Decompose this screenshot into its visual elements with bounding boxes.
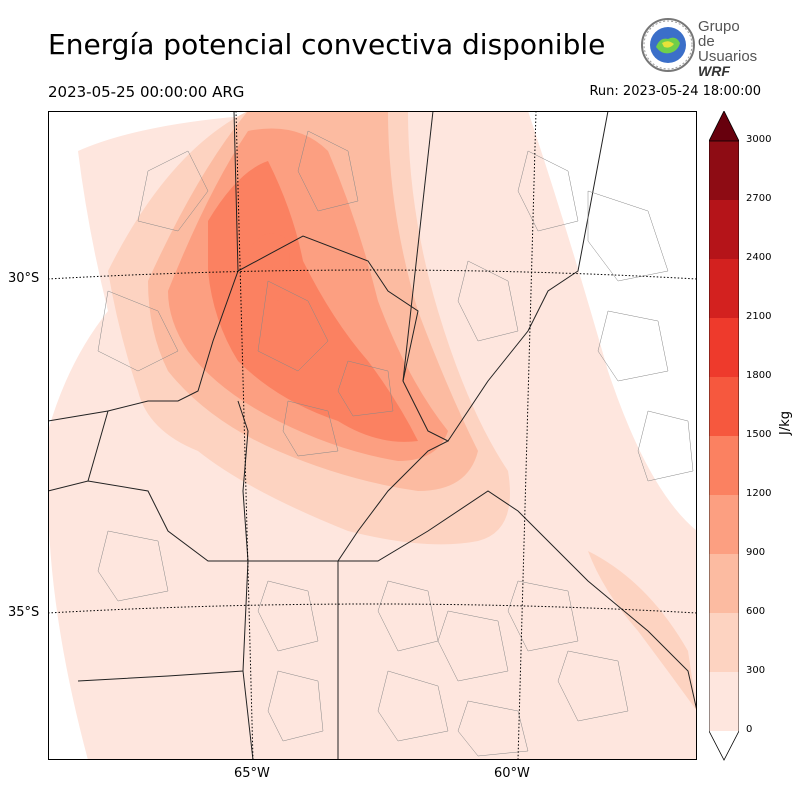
lat-label-35s: 35°S xyxy=(8,605,40,620)
lon-label-60w: 60°W xyxy=(494,766,530,781)
colorbar-tick-label: 3000 xyxy=(746,134,772,145)
department-boundaries xyxy=(97,130,694,757)
cape-shading xyxy=(48,111,697,760)
colorbar-bin xyxy=(709,554,739,613)
graticule xyxy=(47,110,698,761)
map-panel xyxy=(47,110,698,761)
province-boundaries xyxy=(47,110,698,761)
cape-map xyxy=(47,110,698,761)
colorbar-extend-min xyxy=(708,730,740,761)
colorbar-bin xyxy=(709,200,739,259)
colorbar-graphic xyxy=(708,110,743,761)
parallel-35s xyxy=(47,603,698,614)
globe-logo-icon xyxy=(641,18,695,72)
colorbar-tick-label: 2400 xyxy=(746,252,772,263)
logo-line-3: WRF xyxy=(698,63,730,79)
colorbar-bin xyxy=(709,672,739,731)
lon-label-65w: 65°W xyxy=(234,766,270,781)
logo-line-1: Grupo de xyxy=(698,18,740,50)
colorbar-bin xyxy=(709,613,739,672)
colorbar-tick-label: 0 xyxy=(746,724,753,735)
colorbar-tick-label: 1200 xyxy=(746,488,772,499)
parallel-30s xyxy=(47,269,698,280)
colorbar-tick-label: 900 xyxy=(746,547,766,558)
colorbar-unit: J/kg xyxy=(778,411,793,435)
colorbar-tick-label: 300 xyxy=(746,665,766,676)
wrf-logo: Grupo de Usuarios WRF xyxy=(640,17,760,79)
run-time: Run: 2023-05-24 18:00:00 xyxy=(589,84,761,99)
map-title: Energía potencial convectiva disponible xyxy=(48,28,606,61)
colorbar-bin xyxy=(709,495,739,554)
logo-line-2: Usuarios xyxy=(698,48,758,65)
colorbar xyxy=(708,110,743,761)
colorbar-tick-label: 2700 xyxy=(746,193,772,204)
cape-level-1b xyxy=(588,551,697,711)
colorbar-bin xyxy=(709,377,739,436)
logo-text: Grupo de Usuarios WRF xyxy=(698,19,760,79)
colorbar-tick-label: 1500 xyxy=(746,429,772,440)
colorbar-extend-max xyxy=(708,110,740,142)
colorbar-bin xyxy=(709,318,739,377)
colorbar-bin xyxy=(709,141,739,200)
colorbar-tick-label: 1800 xyxy=(746,370,772,381)
cape-level-4b xyxy=(248,233,290,301)
colorbar-tick-label: 600 xyxy=(746,606,766,617)
colorbar-tick-label: 2100 xyxy=(746,311,772,322)
colorbar-bin xyxy=(709,259,739,318)
cape-level-4 xyxy=(208,161,418,442)
valid-time: 2023-05-25 00:00:00 ARG xyxy=(48,83,245,101)
colorbar-bin xyxy=(709,436,739,495)
map-frame xyxy=(48,111,697,760)
lat-label-30s: 30°S xyxy=(8,271,40,286)
